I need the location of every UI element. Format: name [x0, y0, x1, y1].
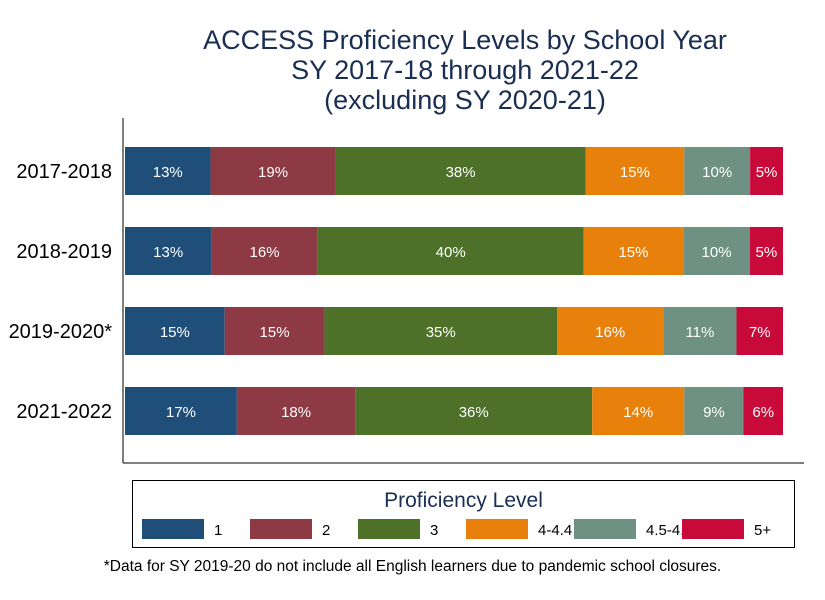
bar-segment — [125, 227, 212, 275]
legend-swatch — [466, 519, 528, 539]
legend-items: 1 2 3 4-4.4 4.5-4.9 5+ — [142, 519, 771, 539]
bar-segment — [125, 307, 225, 355]
legend: Proficiency Level 1 2 3 4-4.4 4.5-4.9 5+ — [132, 480, 795, 548]
data-label: 10% — [702, 244, 732, 261]
legend-label: 5+ — [754, 522, 771, 539]
legend-label: 1 — [214, 522, 222, 539]
legend-swatch — [682, 519, 744, 539]
legend-swatch — [358, 519, 420, 539]
legend-swatch — [574, 519, 636, 539]
bar-segment — [557, 307, 664, 355]
data-label: 36% — [459, 404, 489, 421]
bar-segment — [736, 307, 783, 355]
legend-swatch — [142, 519, 204, 539]
data-label: 15% — [260, 324, 290, 341]
data-label: 10% — [702, 164, 732, 181]
bar-segment — [125, 387, 237, 435]
data-label: 40% — [436, 244, 466, 261]
data-label: 7% — [749, 324, 771, 341]
data-label: 15% — [618, 244, 648, 261]
bar-segment — [743, 387, 783, 435]
data-label: 5% — [756, 244, 778, 261]
bar-segment — [683, 227, 750, 275]
data-label: 5% — [756, 164, 778, 181]
bar-segment — [663, 307, 737, 355]
bar-segment — [317, 227, 584, 275]
footnote: *Data for SY 2019-20 do not include all … — [103, 558, 722, 575]
data-label: 13% — [153, 244, 183, 261]
data-label: 6% — [752, 404, 774, 421]
data-label: 15% — [620, 164, 650, 181]
bar-segment — [324, 307, 558, 355]
bar-segment — [592, 387, 685, 435]
bar-segment — [684, 387, 744, 435]
category-label: 2021-2022 — [16, 401, 112, 423]
bar-segment — [335, 147, 586, 195]
legend-swatch — [250, 519, 312, 539]
data-label: 19% — [258, 164, 288, 181]
stacked-bar-chart: 2017-2018 13% 19% 38% 15% 10% 5% 2018-2019 13% 16… — [9, 118, 804, 464]
legend-label: 3 — [430, 522, 438, 539]
bar-segment — [585, 147, 685, 195]
chart-title-line-1: ACCESS Proficiency Levels by School Year — [203, 25, 727, 55]
bar-segment — [125, 147, 211, 195]
bar-segment — [211, 227, 318, 275]
bar-segment — [355, 387, 593, 435]
legend-label: 4-4.4 — [538, 522, 572, 539]
data-label: 11% — [685, 324, 714, 341]
bar-segment — [684, 147, 751, 195]
category-label: 2019-2020* — [9, 321, 113, 343]
data-label: 14% — [623, 404, 653, 421]
data-label: 17% — [166, 404, 196, 421]
chart-title-line-3: (excluding SY 2020-21) — [324, 85, 606, 115]
bar-segment — [236, 387, 356, 435]
bar-segment — [749, 227, 783, 275]
data-label: 16% — [595, 324, 625, 341]
category-label: 2017-2018 — [16, 161, 112, 183]
bar-segment — [750, 147, 783, 195]
data-label: 16% — [250, 244, 280, 261]
bar-segment — [583, 227, 684, 275]
data-label: 9% — [703, 404, 725, 421]
chart-title-line-2: SY 2017-18 through 2021-22 — [291, 55, 639, 85]
data-label: 38% — [446, 164, 476, 181]
legend-title: Proficiency Level — [384, 489, 543, 512]
bar-segment — [224, 307, 325, 355]
data-label: 35% — [426, 324, 456, 341]
data-label: 18% — [281, 404, 311, 421]
legend-label: 4.5-4.9 — [646, 522, 693, 539]
data-label: 13% — [153, 164, 183, 181]
category-label: 2018-2019 — [16, 241, 112, 263]
bar-segment — [210, 147, 336, 195]
legend-label: 2 — [322, 522, 330, 539]
data-label: 15% — [160, 324, 190, 341]
